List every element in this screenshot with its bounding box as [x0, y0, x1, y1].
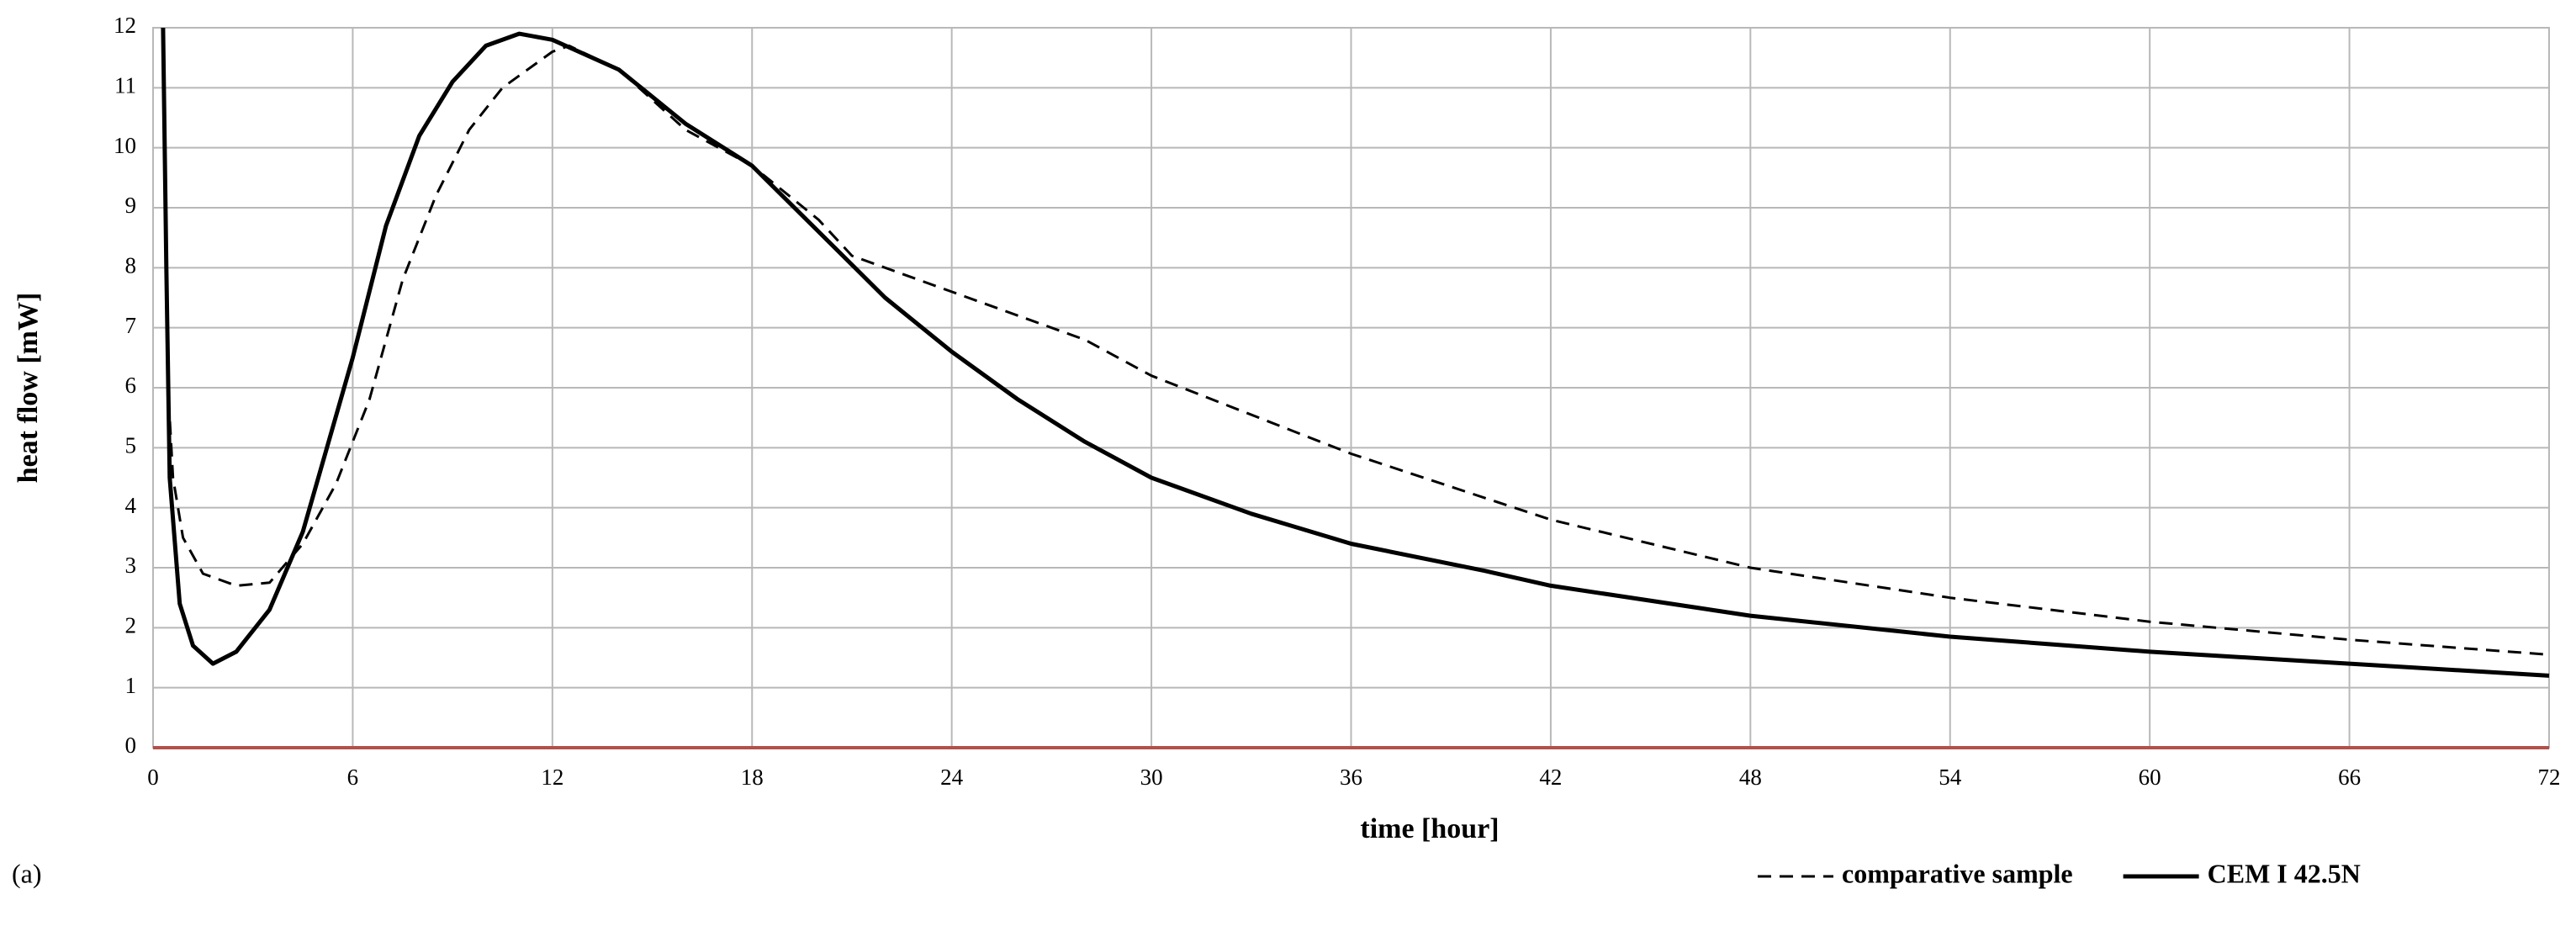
y-tick-label: 10 — [114, 133, 136, 158]
y-tick-label: 2 — [125, 613, 137, 638]
x-tick-label: 24 — [940, 765, 964, 790]
x-tick-label: 12 — [541, 765, 563, 790]
x-tick-label: 48 — [1739, 765, 1762, 790]
x-tick-label: 60 — [2139, 765, 2161, 790]
x-tick-label: 54 — [1939, 765, 1962, 790]
y-tick-label: 9 — [125, 193, 137, 218]
y-tick-label: 4 — [125, 493, 137, 518]
y-tick-label: 5 — [125, 433, 137, 458]
y-tick-label: 1 — [125, 673, 137, 698]
y-tick-label: 6 — [125, 373, 137, 398]
x-tick-label: 36 — [1340, 765, 1362, 790]
x-tick-label: 42 — [1539, 765, 1562, 790]
panel-label: (a) — [12, 858, 42, 888]
x-tick-label: 66 — [2338, 765, 2361, 790]
y-axis-title: heat flow [mW] — [13, 293, 44, 484]
x-tick-label: 72 — [2538, 765, 2561, 790]
x-tick-label: 18 — [741, 765, 764, 790]
x-axis-title: time [hour] — [1360, 813, 1499, 844]
x-tick-label: 30 — [1140, 765, 1163, 790]
y-tick-label: 3 — [125, 553, 137, 578]
y-tick-label: 12 — [114, 13, 136, 38]
y-tick-label: 0 — [125, 733, 137, 758]
y-tick-label: 8 — [125, 253, 137, 278]
legend-label: CEM I 42.5N — [2208, 858, 2361, 888]
y-tick-label: 11 — [114, 73, 136, 98]
x-tick-label: 0 — [147, 765, 159, 790]
y-tick-label: 7 — [125, 313, 137, 338]
data-line — [161, 27, 2550, 678]
x-tick-label: 6 — [347, 765, 359, 790]
legend-label: comparative sample — [1842, 858, 2073, 888]
data-line — [161, 27, 2550, 656]
